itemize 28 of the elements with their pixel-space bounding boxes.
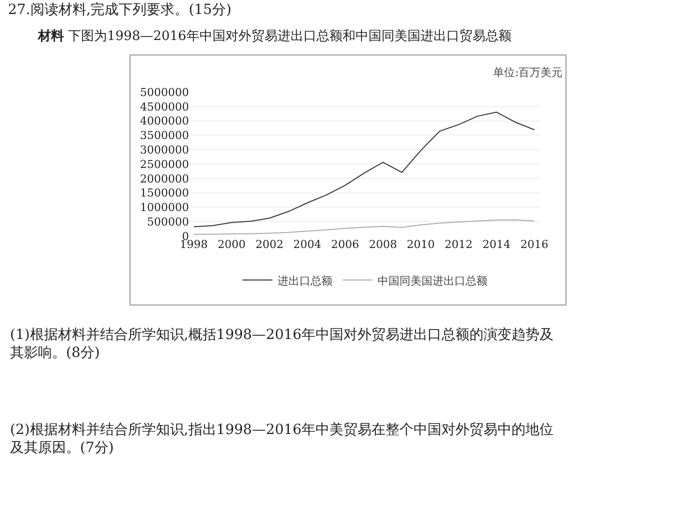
y-tick-label: 1500000 bbox=[140, 186, 189, 200]
x-tick-label: 2002 bbox=[255, 238, 284, 251]
y-tick-label: 4000000 bbox=[140, 114, 189, 128]
line-series bbox=[193, 219, 535, 235]
x-tick-label: 2008 bbox=[368, 238, 397, 251]
x-tick-label: 2016 bbox=[520, 238, 548, 251]
x-tick-label: 2014 bbox=[482, 238, 510, 251]
text: (2)根据材料并结合所学知识,指出1998—2016年中美贸易在整个中国对外贸易中的地位及其原因。(7分) bbox=[10, 422, 554, 456]
legend-label: 中国同美国进出口总额 bbox=[378, 274, 488, 288]
x-tick-label: 2000 bbox=[218, 238, 246, 251]
x-tick-label: 2006 bbox=[331, 238, 360, 251]
y-tick-label: 2500000 bbox=[140, 158, 189, 171]
y-tick-label: 2000000 bbox=[140, 172, 189, 186]
legend-label: 进出口总额 bbox=[278, 274, 332, 288]
line-series bbox=[193, 112, 535, 228]
y-tick-label: 1000000 bbox=[140, 201, 189, 214]
text: (1)根据材料并结合所学知识,概括1998—2016年中国对外贸易进出口总额的演变趋势及其影响。(8分) bbox=[10, 327, 554, 362]
y-tick-label: 3000000 bbox=[140, 143, 189, 156]
y-tick-label: 500000 bbox=[147, 215, 189, 228]
x-tick-label: 2004 bbox=[293, 238, 322, 251]
x-tick-label: 2012 bbox=[444, 238, 473, 251]
x-tick-label: 2010 bbox=[406, 238, 435, 251]
y-tick-label: 3500000 bbox=[140, 129, 189, 142]
chart-subtitle: 材料 下图为1998—2016年中国对外贸易进出口总额和中国同美国进出口贸易总额 bbox=[37, 28, 512, 44]
y-tick-label: 5000000 bbox=[140, 86, 189, 99]
text: 单位:百万美元 bbox=[493, 66, 563, 79]
chart-title: 27.阅读材料,完成下列要求。(15分) bbox=[8, 2, 232, 18]
y-tick-label: 4500000 bbox=[140, 100, 189, 114]
